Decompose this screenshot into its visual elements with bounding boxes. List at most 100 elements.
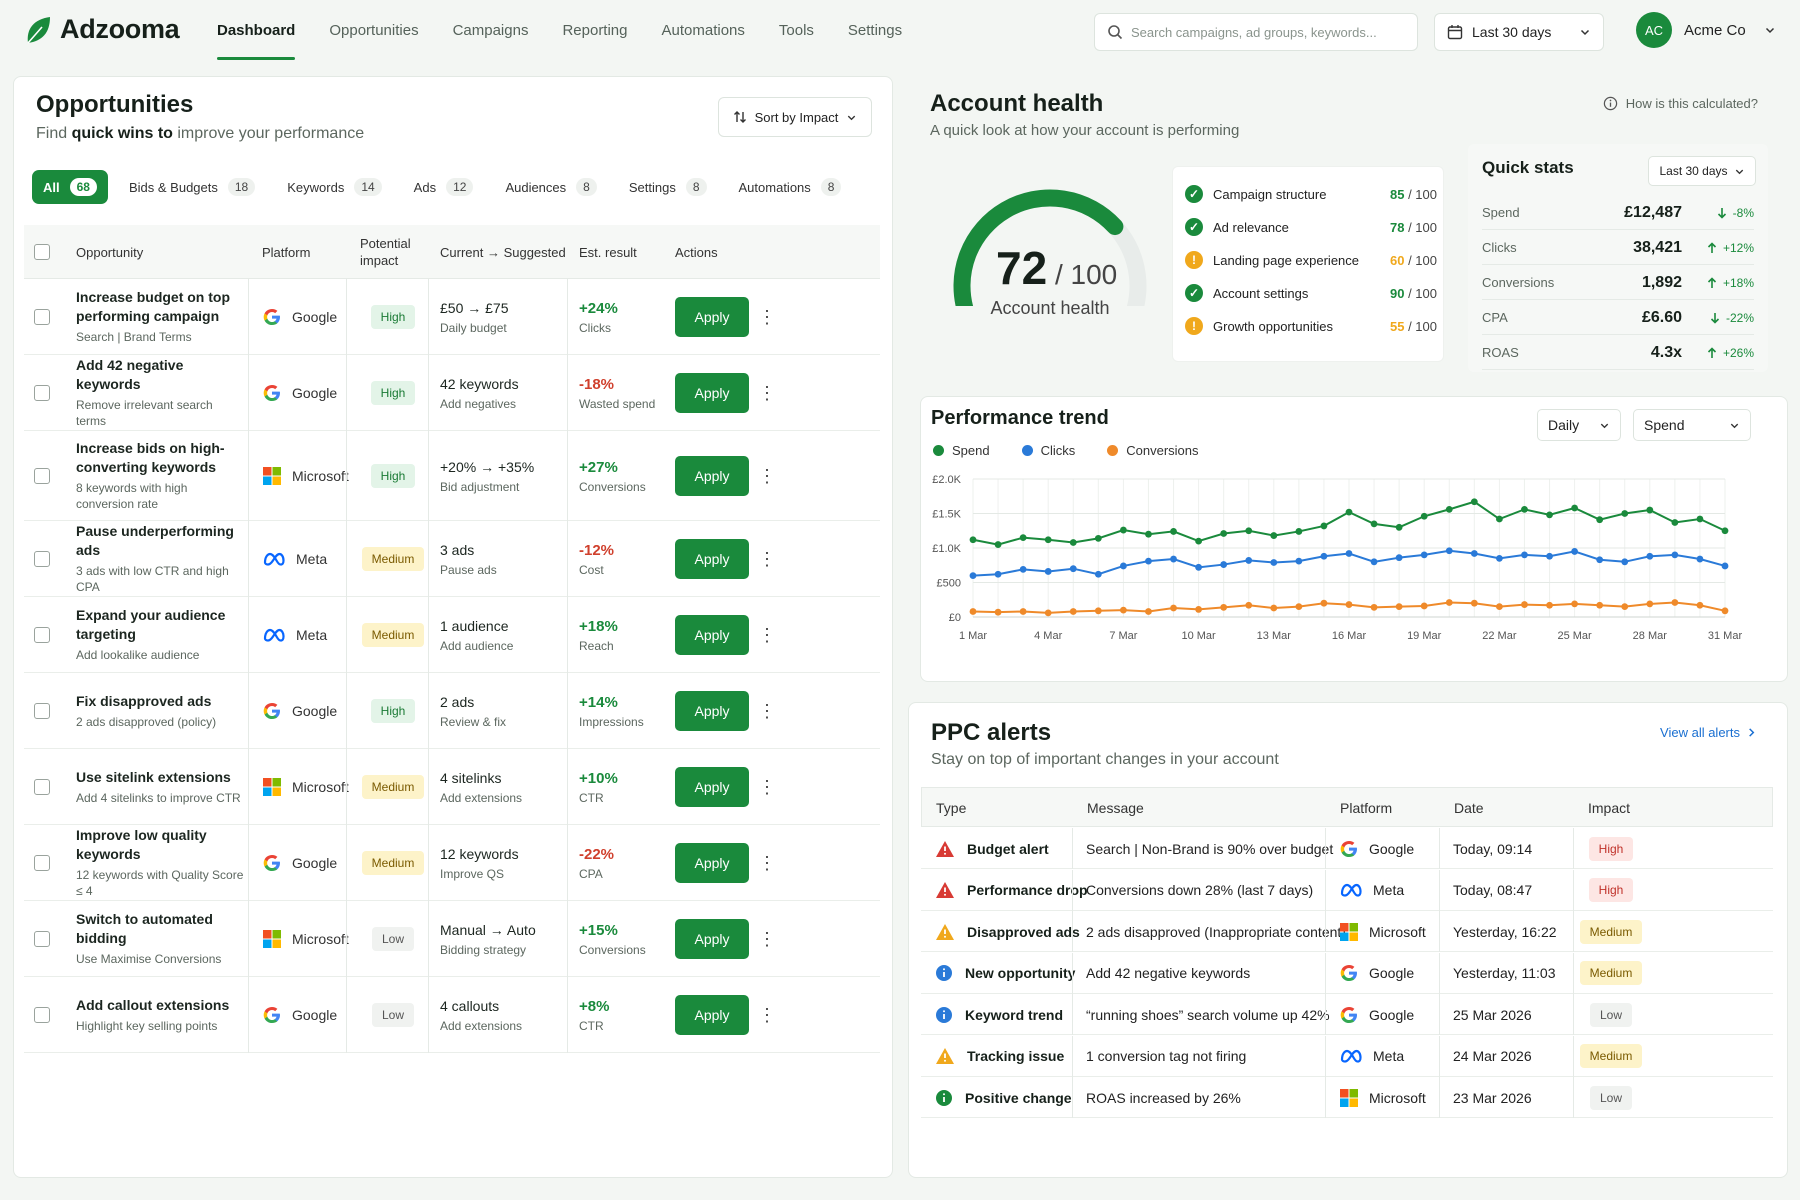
- alert-message: 1 conversion tag not firing: [1086, 1048, 1247, 1064]
- select-all-checkbox[interactable]: [34, 244, 50, 260]
- legend-item-spend[interactable]: Spend: [933, 443, 990, 458]
- alert-row[interactable]: Budget alert Search | Non-Brand is 90% ov…: [921, 828, 1773, 869]
- apply-button[interactable]: Apply: [675, 296, 749, 337]
- alert-row[interactable]: Performance drop Conversions down 28% (la…: [921, 869, 1773, 911]
- estimated-result: +14%: [579, 693, 618, 711]
- apply-button[interactable]: Apply: [675, 372, 749, 413]
- alert-row[interactable]: New opportunity Add 42 negative keywords G…: [921, 952, 1773, 994]
- filter-chip-settings[interactable]: Settings 8: [618, 170, 718, 204]
- how-calculated-link[interactable]: How is this calculated?: [1603, 96, 1758, 111]
- alert-row[interactable]: Keyword trend “running shoes” search volu…: [921, 994, 1773, 1035]
- apply-button[interactable]: Apply: [675, 455, 749, 496]
- data-point-spend: [1220, 530, 1228, 537]
- more-options-icon[interactable]: ⋮: [758, 928, 776, 949]
- health-metric-growth-opportunities[interactable]: ! Growth opportunities 55 / 100: [1185, 311, 1437, 341]
- health-metric-ad-relevance[interactable]: ✓ Ad relevance 78 / 100: [1185, 212, 1437, 242]
- more-options-icon[interactable]: ⋮: [758, 1004, 776, 1025]
- column-divider: [1072, 828, 1073, 869]
- more-options-icon[interactable]: ⋮: [758, 776, 776, 797]
- data-point-conversions: [1470, 599, 1478, 607]
- column-divider: [346, 673, 347, 749]
- view-all-alerts-link[interactable]: View all alerts: [1660, 725, 1757, 740]
- nav-item-dashboard[interactable]: Dashboard: [200, 0, 312, 62]
- filter-chip-all[interactable]: All 68: [32, 170, 108, 204]
- data-point-conversions: [1044, 609, 1052, 617]
- health-metric-landing-page-experience[interactable]: ! Landing page experience 60 / 100: [1185, 245, 1437, 275]
- filter-chip-ads[interactable]: Ads 12: [403, 170, 485, 204]
- check-circle-icon: ✓: [1185, 284, 1203, 302]
- opportunity-description: Highlight key selling points: [76, 1018, 218, 1033]
- row-checkbox[interactable]: [34, 384, 50, 401]
- row-checkbox[interactable]: [34, 626, 50, 643]
- data-point-spend: [1571, 504, 1578, 512]
- apply-button[interactable]: Apply: [675, 994, 749, 1035]
- search-box[interactable]: [1094, 13, 1418, 51]
- granularity-select[interactable]: Daily: [1537, 409, 1621, 441]
- alert-row[interactable]: Tracking issue 1 conversion tag not firin…: [921, 1035, 1773, 1077]
- nav-item-opportunities[interactable]: Opportunities: [329, 22, 419, 39]
- opportunity-title: Increase budget on top performing campai…: [76, 289, 231, 324]
- account-menu[interactable]: AC Acme Co: [1636, 12, 1776, 48]
- row-checkbox[interactable]: [34, 778, 50, 795]
- stat-value: £12,487: [1624, 203, 1682, 221]
- row-checkbox[interactable]: [34, 854, 50, 871]
- more-options-icon[interactable]: ⋮: [758, 548, 776, 569]
- col-message: Message: [1087, 800, 1144, 816]
- date-range-picker[interactable]: Last 30 days: [1434, 13, 1604, 51]
- filter-chip-automations[interactable]: Automations 8: [728, 170, 853, 204]
- alert-row[interactable]: Positive change ROAS increased by 26% Micr…: [921, 1077, 1773, 1118]
- health-metric-account-settings[interactable]: ✓ Account settings 90 / 100: [1185, 278, 1437, 308]
- column-divider: [1325, 869, 1326, 911]
- nav-item-tools[interactable]: Tools: [778, 22, 814, 39]
- more-options-icon[interactable]: ⋮: [758, 382, 776, 403]
- apply-button[interactable]: Apply: [675, 614, 749, 655]
- alert-row[interactable]: Disapproved ads 2 ads disapproved (Inappr…: [921, 911, 1773, 952]
- row-checkbox[interactable]: [34, 1006, 50, 1023]
- column-divider: [248, 279, 249, 355]
- app-logo[interactable]: Adzooma: [24, 14, 180, 45]
- apply-button[interactable]: Apply: [675, 842, 749, 883]
- health-subtitle: A quick look at how your account is perf…: [930, 122, 1240, 139]
- data-point-clicks: [1671, 551, 1679, 559]
- filter-chip-bids-budgets[interactable]: Bids & Budgets 18: [118, 170, 266, 204]
- legend-item-clicks[interactable]: Clicks: [1021, 443, 1075, 458]
- nav-item-campaigns[interactable]: Campaigns: [452, 22, 529, 39]
- more-options-icon[interactable]: ⋮: [758, 465, 776, 486]
- filter-chip-keywords[interactable]: Keywords 14: [276, 170, 392, 204]
- sort-by-impact-button[interactable]: Sort by Impact: [718, 97, 872, 137]
- nav-item-automations[interactable]: Automations: [661, 22, 745, 39]
- row-checkbox[interactable]: [34, 308, 50, 325]
- filter-chip-audiences[interactable]: Audiences 8: [494, 170, 607, 204]
- more-options-icon[interactable]: ⋮: [758, 700, 776, 721]
- more-options-icon[interactable]: ⋮: [758, 306, 776, 327]
- result-metric: Wasted spend: [579, 396, 656, 411]
- column-divider: [1573, 911, 1574, 952]
- apply-button[interactable]: Apply: [675, 918, 749, 959]
- column-divider: [248, 673, 249, 749]
- impact-badge: Medium: [361, 622, 425, 647]
- impact-badge: High: [370, 463, 416, 488]
- health-metric-campaign-structure[interactable]: ✓ Campaign structure 85 / 100: [1185, 179, 1437, 209]
- data-point-conversions: [994, 608, 1002, 616]
- metric-select[interactable]: Spend: [1633, 409, 1751, 441]
- apply-button[interactable]: Apply: [675, 766, 749, 807]
- more-options-icon[interactable]: ⋮: [758, 852, 776, 873]
- nav-item-reporting[interactable]: Reporting: [562, 22, 628, 39]
- alerts-subtitle: Stay on top of important changes in your…: [931, 751, 1279, 768]
- apply-button[interactable]: Apply: [675, 538, 749, 579]
- apply-button[interactable]: Apply: [675, 690, 749, 731]
- data-point-conversions: [1521, 601, 1528, 608]
- row-checkbox[interactable]: [34, 702, 50, 719]
- row-checkbox[interactable]: [34, 467, 50, 484]
- quick-stats-period-select[interactable]: Last 30 days: [1648, 156, 1756, 186]
- search-input[interactable]: [1131, 24, 1401, 40]
- legend-item-conversions[interactable]: Conversions: [1107, 443, 1199, 458]
- info-alert-icon: [936, 965, 952, 981]
- account-name: Acme Co: [1684, 21, 1746, 39]
- more-options-icon[interactable]: ⋮: [758, 624, 776, 645]
- data-point-spend: [1094, 534, 1102, 542]
- nav-item-settings[interactable]: Settings: [847, 22, 903, 39]
- row-checkbox[interactable]: [34, 550, 50, 567]
- row-checkbox[interactable]: [34, 930, 50, 947]
- chip-count: 8: [820, 178, 842, 196]
